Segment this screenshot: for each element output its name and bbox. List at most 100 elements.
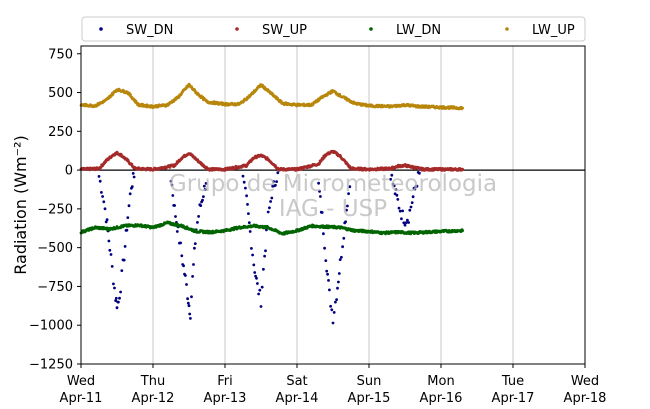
y-tick-label-5: 0 [65,164,73,179]
point-SW_DN-39-3 [327,279,330,282]
point-SW_DN-31-0 [259,305,263,308]
point-SW_DN-1-1 [102,200,106,204]
point-SW_DN-45-1 [347,192,350,196]
legend-marker-LW_DN [369,27,373,31]
point-SW_DN-29-0 [252,263,256,267]
legend-marker-LW_UP [505,27,509,31]
point-SW_DN-43-0 [338,258,342,261]
point-SW_DN-42-1 [336,286,339,290]
x-tick-date-0: Apr-11 [60,391,103,406]
point-SW_DN-49-1 [397,206,401,210]
point-SW_DN-8-0 [119,290,122,294]
point-SW_DN-44-0 [342,236,346,240]
point-SW_DN-31-2 [262,267,265,271]
point-LW_UP-last [461,106,464,110]
point-SW_DN-28-1 [250,247,253,250]
point-SW_DN-7-1 [118,296,121,300]
point-SW_DN-9-1 [123,245,127,248]
point-SW_DN-47-0 [389,177,392,181]
point-SW_DN-21-2 [193,246,196,250]
y-tick-label-4: −250 [37,202,73,217]
point-SW_DN-52-1 [408,208,412,212]
data-points [79,82,464,325]
series-LW_UP [79,82,464,111]
point-SW_DN-28-2 [251,253,255,257]
point-SW_DN-45-0 [346,204,349,208]
point-SW_DN-23-3 [201,198,204,202]
point-SW_DN-42-3 [337,272,341,275]
point-SW_DN-26-0 [241,174,245,178]
point-SW_DN-2-1 [105,218,109,222]
point-SW_DN-13-0 [169,179,173,183]
point-SW_DN-47-1 [390,173,394,177]
x-tick-day-7: Wed [571,374,599,389]
point-SW_DN-29-3 [255,276,258,280]
series-SW_UP [79,149,464,172]
point-SW_DN-14-0 [173,204,177,207]
point-SW_DN-33-2 [269,200,272,203]
point-SW_DN-39-0 [324,259,328,262]
point-LW_DN-last [461,229,464,233]
x-tick-day-2: Fri [217,374,233,389]
point-SW_DN-32-1 [264,249,267,253]
series-LW_DN [79,220,464,236]
point-SW_DN-37-0 [317,181,320,185]
point-SW_DN-4-1 [113,286,116,290]
x-tick-date-7: Apr-18 [564,391,607,406]
point-SW_DN-51-0 [403,223,407,227]
point-SW_DN-52-0 [407,221,410,224]
point-SW_DN-51-1 [404,221,408,225]
point-SW_DN-30-0 [256,282,259,285]
point-SW_DN-53-3 [413,187,417,191]
legend-marker-SW_DN [99,27,103,31]
point-SW_DN-43-2 [341,245,344,249]
point-SW_DN-10-0 [126,216,130,220]
point-SW_DN-30-1 [257,292,260,296]
y-axis: −1250 −1000 −750 −500 −250 0 250 500 750 [29,47,81,373]
point-SW_DN-0-0 [97,175,101,178]
y-tick-label-0: −1250 [29,358,73,373]
point-SW_DN-32-0 [263,254,266,258]
point-SW_DN-27-3 [247,221,251,225]
point-SW_DN-22-2 [197,215,201,218]
point-SW_DN-16-2 [182,264,186,268]
point-SW_DN-11-3 [132,175,136,179]
point-SW_DN-51-2 [406,218,409,222]
point-SW_DN-11-2 [131,172,135,175]
point-SW_DN-48-3 [395,193,399,197]
point-SW_DN-37-1 [318,190,321,193]
point-SW_DN-44-2 [344,220,347,224]
point-SW_DN-49-0 [396,198,400,201]
x-tick-date-4: Apr-15 [348,391,391,406]
point-SW_DN-24-0 [202,195,205,199]
y-tick-label-8: 750 [48,47,73,62]
point-SW_DN-3-2 [110,265,114,268]
x-tick-day-6: Tue [501,374,524,389]
point-SW_DN-10-2 [128,192,132,196]
point-SW_DN-41-0 [331,321,335,325]
point-SW_DN-53-1 [411,195,415,199]
point-SW_DN-17-1 [185,283,188,286]
point-SW_DN-35-1 [275,180,278,184]
point-SW_DN-19-0 [187,304,191,308]
point-SW_DN-52-2 [409,205,413,209]
point-SW_DN-39-2 [326,272,329,276]
point-SW_DN-8-1 [120,269,124,272]
point-SW_DN-29-1 [253,271,257,274]
grid [80,46,586,364]
point-SW_DN-21-1 [192,263,195,266]
point-SW_DN-27-1 [246,203,249,206]
point-SW_DN-1-2 [103,207,107,211]
point-SW_DN-5-1 [114,296,118,300]
point-SW_DN-22-1 [196,221,199,224]
point-SW_DN-3-0 [108,248,112,252]
point-SW_DN-45-2 [348,185,352,189]
point-SW_DN-42-0 [335,298,338,301]
point-SW_DN-48-2 [394,188,398,192]
point-SW_DN-43-1 [340,255,343,259]
point-SW_DN-24-1 [202,184,206,188]
point-SW_DN-38-1 [322,232,325,236]
point-SW_DN-5-0 [114,299,117,302]
point-SW_DN-29-2 [254,274,257,278]
